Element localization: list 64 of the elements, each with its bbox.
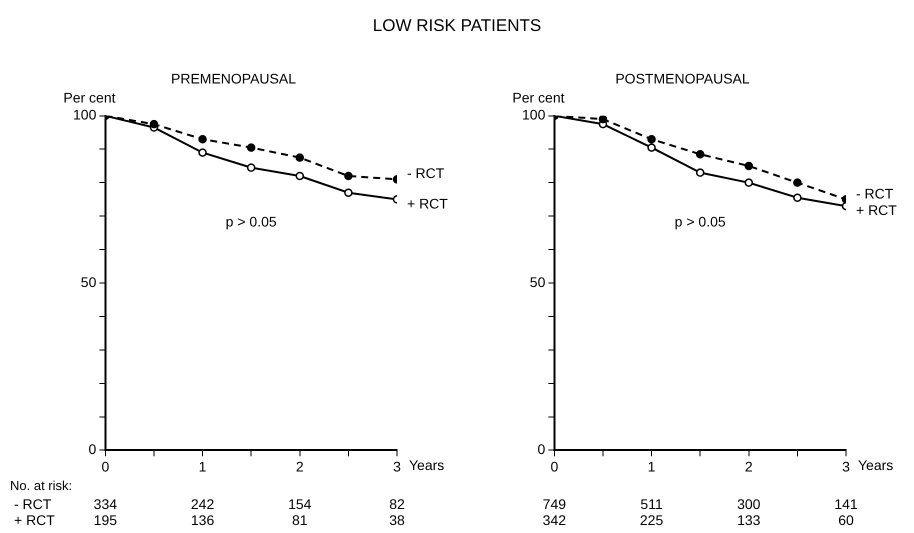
chart-subtitle: POSTMENOPAUSAL (615, 70, 750, 86)
x-tick-label: 3 (393, 458, 402, 474)
chart-subtitle: PREMENOPAUSAL (171, 70, 296, 86)
text: 225 (640, 512, 664, 528)
point (198, 134, 207, 144)
x-tick-label: 3 (842, 458, 850, 474)
point (744, 162, 754, 170)
point (647, 134, 656, 144)
x-axis-title: Years (409, 457, 444, 474)
y-tick-label: 0 (538, 441, 546, 458)
text: 133 (737, 512, 761, 528)
x-tick-label: 0 (550, 458, 558, 474)
text: No. at risk: (10, 478, 72, 493)
y-axis-title: Per cent (512, 90, 565, 106)
text: 141 (834, 496, 858, 512)
point (246, 163, 256, 172)
text: 242 (190, 496, 214, 512)
point (296, 153, 304, 162)
series-label: + RCT (407, 195, 448, 212)
text: - RCT (14, 496, 52, 512)
point (793, 193, 802, 202)
text: 38 (389, 512, 405, 528)
text: 82 (389, 496, 405, 512)
x-tick-label: 1 (198, 458, 207, 474)
series-label: + RCT (856, 202, 898, 218)
annotation: p > 0.05 (674, 214, 726, 230)
text: LOW RISK PATIENTS (372, 15, 542, 37)
text: 60 (838, 512, 854, 528)
series-label: - RCT (856, 185, 894, 202)
annotation: p > 0.05 (226, 214, 277, 230)
y-axis-title: Per cent (63, 90, 116, 106)
series-label: - RCT (407, 165, 445, 182)
text: 81 (292, 512, 308, 528)
point (344, 172, 353, 180)
x-tick-label: 2 (744, 458, 753, 474)
text: 195 (94, 512, 118, 528)
point (150, 120, 158, 128)
x-axis-title: Years (858, 457, 894, 474)
point (696, 150, 704, 159)
point (696, 168, 704, 177)
text: 300 (737, 496, 761, 512)
point (793, 178, 802, 187)
point (647, 143, 656, 152)
point (598, 116, 608, 124)
y-tick-label: 100 (522, 106, 546, 123)
text: 511 (640, 496, 663, 512)
text: 136 (190, 512, 214, 528)
text: + RCT (14, 512, 56, 528)
point (296, 172, 304, 180)
point (246, 143, 256, 152)
y-tick-label: 0 (88, 441, 97, 458)
x-tick-label: 0 (101, 458, 110, 474)
x-tick-label: 2 (296, 458, 304, 474)
point (744, 178, 754, 187)
text: 342 (542, 512, 566, 528)
y-tick-label: 50 (530, 274, 546, 290)
text: 154 (288, 496, 312, 512)
y-tick-label: 50 (80, 274, 97, 290)
x-tick-label: 1 (648, 458, 656, 474)
text: 334 (94, 496, 118, 512)
point (344, 188, 353, 197)
point (198, 148, 207, 157)
text: 749 (542, 496, 566, 512)
y-tick-label: 100 (73, 106, 97, 123)
